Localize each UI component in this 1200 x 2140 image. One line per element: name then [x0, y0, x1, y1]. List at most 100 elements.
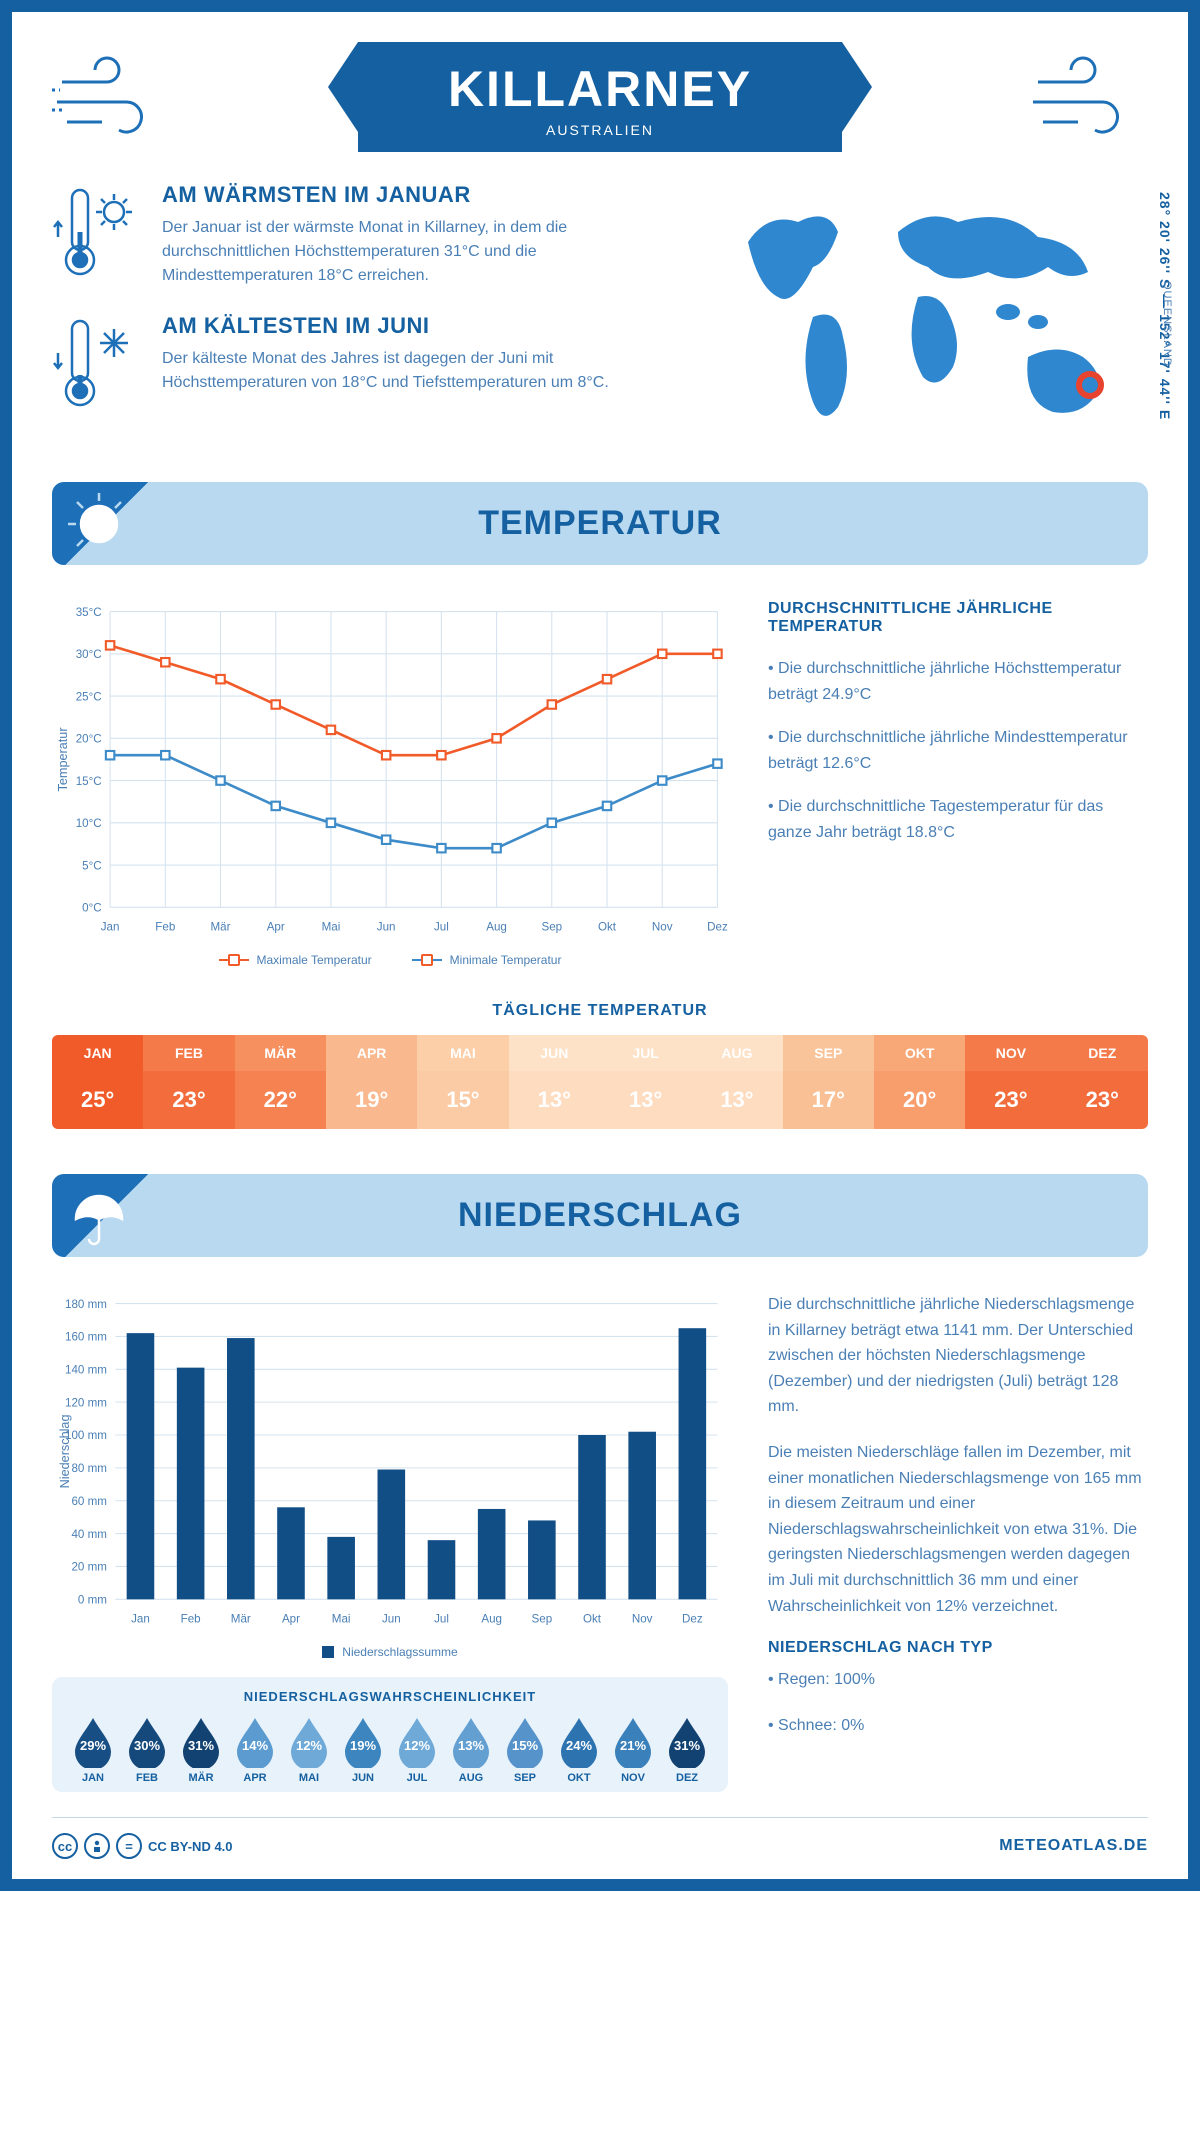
warmest-text: Der Januar ist der wärmste Monat in Kill…	[162, 216, 688, 288]
svg-text:80 mm: 80 mm	[71, 1462, 106, 1475]
svg-text:20 mm: 20 mm	[71, 1561, 106, 1574]
svg-text:Sep: Sep	[532, 1613, 553, 1626]
svg-text:Mär: Mär	[231, 1613, 251, 1626]
svg-text:Dez: Dez	[682, 1613, 703, 1626]
prob-box: NIEDERSCHLAGSWAHRSCHEINLICHKEIT 29% JAN …	[52, 1677, 728, 1792]
svg-text:15°C: 15°C	[76, 775, 102, 788]
prob-cell: 14% APR	[228, 1714, 282, 1784]
svg-text:0°C: 0°C	[82, 902, 101, 915]
prob-cell: 13% AUG	[444, 1714, 498, 1784]
svg-text:Jul: Jul	[434, 921, 449, 934]
svg-text:Apr: Apr	[267, 921, 285, 934]
prob-cell: 30% FEB	[120, 1714, 174, 1784]
svg-text:Mai: Mai	[322, 921, 341, 934]
coldest-text: Der kälteste Monat des Jahres ist dagege…	[162, 347, 688, 395]
temperature-chart: 0°C 5°C 10°C 15°C 20°C 25°C 30°C 35°C Jan Feb Mär A…	[52, 600, 728, 967]
daily-cell: OKT 20°	[874, 1035, 965, 1129]
prob-cell: 15% SEP	[498, 1714, 552, 1784]
prob-cell: 31% DEZ	[660, 1714, 714, 1784]
daily-cell: APR 19°	[326, 1035, 417, 1129]
svg-text:25°C: 25°C	[76, 690, 102, 703]
sun-icon	[52, 482, 162, 565]
thermometer-sun-icon	[52, 182, 142, 288]
prob-cell: 12% MAI	[282, 1714, 336, 1784]
prob-cell: 24% OKT	[552, 1714, 606, 1784]
by-icon	[84, 1833, 110, 1859]
daily-temp-heading: TÄGLICHE TEMPERATUR	[52, 1002, 1148, 1020]
temperature-banner: TEMPERATUR	[52, 482, 1148, 565]
prob-cell: 19% JUN	[336, 1714, 390, 1784]
cc-icon: cc	[52, 1833, 78, 1859]
daily-cell: AUG 13°	[691, 1035, 782, 1129]
prob-cell: 29% JAN	[66, 1714, 120, 1784]
daily-cell: FEB 23°	[143, 1035, 234, 1129]
daily-cell: MÄR 22°	[235, 1035, 326, 1129]
svg-text:140 mm: 140 mm	[65, 1364, 107, 1377]
svg-text:Jun: Jun	[377, 921, 396, 934]
svg-text:Aug: Aug	[481, 1613, 502, 1626]
svg-text:Sep: Sep	[541, 921, 562, 934]
svg-text:Okt: Okt	[583, 1613, 602, 1626]
svg-text:20°C: 20°C	[76, 733, 102, 746]
svg-text:Niederschlag: Niederschlag	[58, 1415, 72, 1489]
nd-icon: =	[116, 1833, 142, 1859]
world-map: 28° 20' 26'' S — 152° 17' 44'' E QUEENSL…	[718, 182, 1148, 447]
temp-section-title: TEMPERATUR	[74, 504, 1126, 543]
svg-text:Aug: Aug	[486, 921, 507, 934]
svg-text:0 mm: 0 mm	[78, 1594, 107, 1607]
svg-text:Feb: Feb	[155, 921, 175, 934]
daily-temp-table: JAN 25° FEB 23° MÄR 22° APR 19° MAI 15° …	[52, 1035, 1148, 1129]
daily-cell: JUN 13°	[509, 1035, 600, 1129]
svg-text:160 mm: 160 mm	[65, 1331, 107, 1344]
warmest-fact: AM WÄRMSTEN IM JANUAR Der Januar ist der…	[52, 182, 688, 288]
precip-type-heading: NIEDERSCHLAG NACH TYP	[768, 1639, 1148, 1657]
svg-text:Dez: Dez	[707, 921, 728, 934]
prob-cell: 12% JUL	[390, 1714, 444, 1784]
umbrella-icon	[52, 1174, 162, 1257]
svg-text:120 mm: 120 mm	[65, 1396, 107, 1409]
wind-icon	[1028, 52, 1148, 147]
precip-chart: 0 mm20 mm40 mm60 mm80 mm100 mm120 mm140 …	[52, 1292, 728, 1659]
license: cc = CC BY-ND 4.0	[52, 1833, 233, 1859]
footer: cc = CC BY-ND 4.0 METEOATLAS.DE	[52, 1817, 1148, 1859]
country-subtitle: AUSTRALIEN	[448, 122, 752, 138]
daily-cell: JAN 25°	[52, 1035, 143, 1129]
coldest-fact: AM KÄLTESTEN IM JUNI Der kälteste Monat …	[52, 313, 688, 418]
svg-text:40 mm: 40 mm	[71, 1528, 106, 1541]
region-label: QUEENSLAND	[1161, 281, 1173, 367]
svg-text:Jan: Jan	[101, 921, 120, 934]
precip-legend: Niederschlagssumme	[52, 1645, 728, 1659]
daily-cell: NOV 23°	[965, 1035, 1056, 1129]
prob-cell: 31% MÄR	[174, 1714, 228, 1784]
svg-text:30°C: 30°C	[76, 648, 102, 661]
precip-text: Die durchschnittliche jährliche Niedersc…	[768, 1292, 1148, 1792]
temp-legend: .lg-sw:nth-child(1)::before{border-color…	[52, 953, 728, 967]
daily-cell: JUL 13°	[600, 1035, 691, 1129]
precip-section-title: NIEDERSCHLAG	[74, 1196, 1126, 1235]
city-title: KILLARNEY	[448, 60, 752, 118]
svg-text:Temperatur: Temperatur	[56, 727, 70, 791]
daily-cell: DEZ 23°	[1057, 1035, 1148, 1129]
title-banner: KILLARNEY AUSTRALIEN	[358, 42, 842, 152]
svg-text:Nov: Nov	[632, 1613, 653, 1626]
svg-text:Feb: Feb	[181, 1613, 201, 1626]
prob-heading: NIEDERSCHLAGSWAHRSCHEINLICHKEIT	[66, 1689, 714, 1704]
svg-text:5°C: 5°C	[82, 859, 101, 872]
site-name: METEOATLAS.DE	[999, 1837, 1148, 1855]
temp-info-heading: DURCHSCHNITTLICHE JÄHRLICHE TEMPERATUR	[768, 600, 1148, 636]
precip-banner: NIEDERSCHLAG	[52, 1174, 1148, 1257]
svg-text:180 mm: 180 mm	[65, 1298, 107, 1311]
svg-text:Mär: Mär	[211, 921, 231, 934]
svg-text:35°C: 35°C	[76, 606, 102, 619]
coldest-heading: AM KÄLTESTEN IM JUNI	[162, 313, 688, 339]
warmest-heading: AM WÄRMSTEN IM JANUAR	[162, 182, 688, 208]
svg-text:Okt: Okt	[598, 921, 617, 934]
svg-text:Jul: Jul	[434, 1613, 449, 1626]
svg-text:10°C: 10°C	[76, 817, 102, 830]
prob-cell: 21% NOV	[606, 1714, 660, 1784]
svg-text:Apr: Apr	[282, 1613, 300, 1626]
temp-info: DURCHSCHNITTLICHE JÄHRLICHE TEMPERATUR •…	[768, 600, 1148, 967]
svg-text:60 mm: 60 mm	[71, 1495, 106, 1508]
svg-text:Jun: Jun	[382, 1613, 401, 1626]
wind-icon	[52, 52, 172, 147]
